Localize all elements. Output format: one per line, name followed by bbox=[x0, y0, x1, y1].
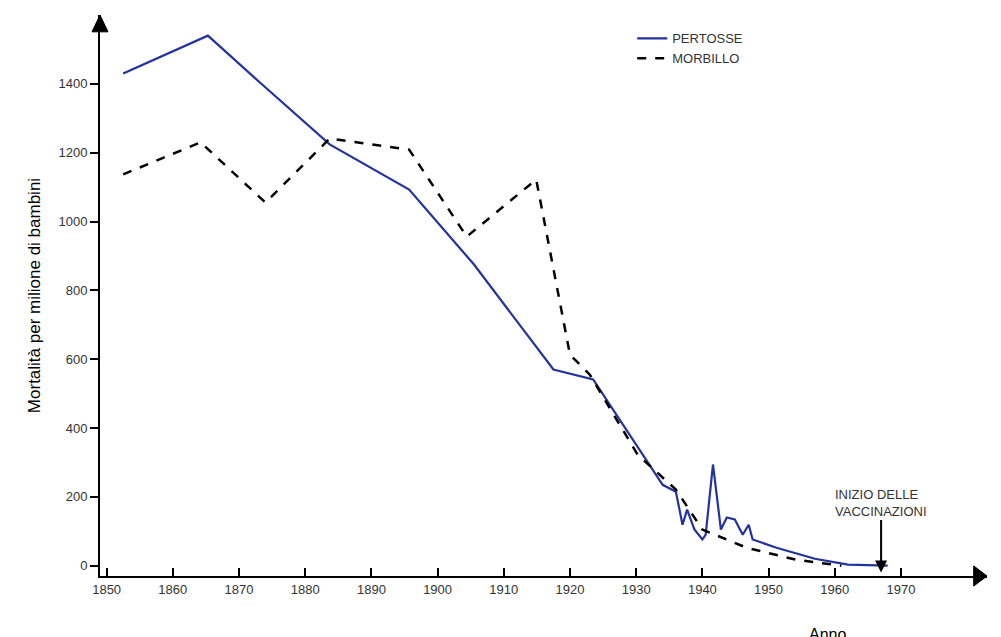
svg-text:1910: 1910 bbox=[489, 582, 518, 597]
svg-text:Anno: Anno bbox=[809, 626, 846, 637]
svg-text:1920: 1920 bbox=[556, 582, 585, 597]
svg-text:PERTOSSE: PERTOSSE bbox=[672, 31, 743, 46]
svg-text:1400: 1400 bbox=[58, 76, 87, 91]
svg-text:1200: 1200 bbox=[58, 145, 87, 160]
svg-text:Mortalità per milione di bambi: Mortalità per milione di bambini bbox=[25, 178, 44, 413]
svg-text:1880: 1880 bbox=[291, 582, 320, 597]
svg-text:200: 200 bbox=[66, 489, 88, 504]
svg-text:1960: 1960 bbox=[820, 582, 849, 597]
svg-text:800: 800 bbox=[66, 283, 88, 298]
svg-text:MORBILLO: MORBILLO bbox=[672, 51, 739, 66]
svg-text:1970: 1970 bbox=[886, 582, 915, 597]
svg-text:1900: 1900 bbox=[423, 582, 452, 597]
svg-text:1890: 1890 bbox=[357, 582, 386, 597]
svg-text:1930: 1930 bbox=[622, 582, 651, 597]
svg-text:600: 600 bbox=[66, 352, 88, 367]
svg-text:INIZIO DELLEVACCINAZIONI: INIZIO DELLEVACCINAZIONI bbox=[835, 487, 927, 519]
svg-text:0: 0 bbox=[80, 558, 87, 573]
svg-text:1000: 1000 bbox=[58, 214, 87, 229]
svg-text:400: 400 bbox=[66, 421, 88, 436]
svg-text:1870: 1870 bbox=[225, 582, 254, 597]
svg-text:1860: 1860 bbox=[158, 582, 187, 597]
svg-text:1950: 1950 bbox=[754, 582, 783, 597]
svg-text:1850: 1850 bbox=[92, 582, 121, 597]
svg-text:1940: 1940 bbox=[688, 582, 717, 597]
